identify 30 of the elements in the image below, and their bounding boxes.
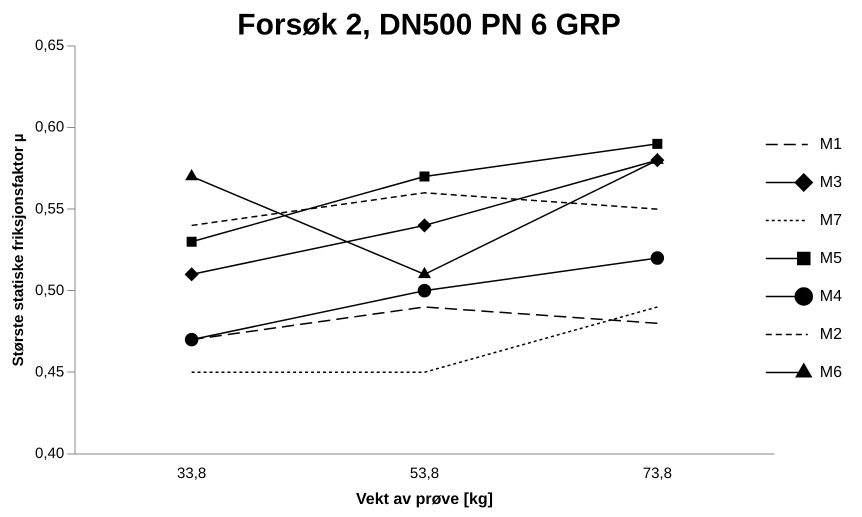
point — [652, 138, 662, 149]
point — [186, 170, 198, 180]
y-tick-label: 0,65 — [34, 37, 64, 54]
y-tick-label: 0,60 — [34, 118, 64, 136]
point — [650, 153, 664, 167]
legend-label: M2 — [820, 326, 842, 343]
x-tick-label: 33,8 — [177, 464, 206, 482]
y-tick-label: 0,50 — [34, 282, 64, 299]
point — [418, 284, 432, 298]
x-tick-label: 53,8 — [410, 464, 440, 482]
y-tick-label: 0,45 — [34, 363, 64, 380]
point — [650, 251, 664, 265]
point — [418, 218, 432, 232]
legend-label: M4 — [820, 288, 842, 305]
point — [184, 332, 198, 346]
legend-label: M5 — [820, 250, 842, 267]
legend-label: M6 — [820, 364, 842, 381]
y-axis-title: Største statiske friksjonsfaktor µ — [10, 133, 28, 366]
x-tick-label: 73,8 — [642, 464, 672, 482]
chart-title: Forsøk 2, DN500 PN 6 GRP — [237, 8, 621, 42]
point — [186, 236, 197, 247]
x-axis-title: Vekt av prøve [kg] — [356, 490, 493, 508]
y-tick-label: 0,55 — [34, 200, 64, 218]
legend-label: M1 — [820, 136, 842, 153]
point — [418, 268, 430, 278]
point — [184, 268, 198, 282]
legend-label: M3 — [820, 174, 842, 191]
y-tick-label: 0,40 — [34, 444, 64, 462]
legend-label: M7 — [820, 212, 842, 229]
point — [419, 172, 430, 182]
